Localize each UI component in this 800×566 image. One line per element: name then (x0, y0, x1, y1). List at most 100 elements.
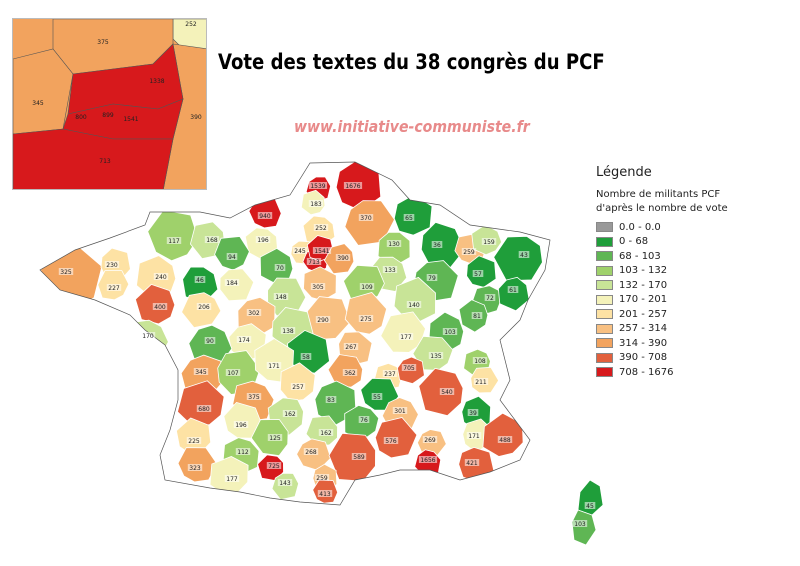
departement-label-bg (401, 364, 417, 371)
legend-label: 708 - 1676 (619, 366, 674, 378)
departement-label-bg (277, 479, 293, 486)
departement-label: 257 (292, 384, 304, 391)
legend-label: 0 - 68 (619, 236, 649, 248)
departement-label-bg (382, 266, 398, 273)
departement-label: 61 (509, 287, 517, 294)
departement-78 (482, 412, 524, 457)
departement-label-bg (224, 475, 240, 482)
departement-label: 302 (248, 310, 260, 317)
departement-label-bg (428, 352, 444, 359)
inset-region-west (13, 48, 74, 135)
departement-label: 108 (474, 358, 486, 365)
departement-label-bg (359, 283, 375, 290)
departement-label-bg (473, 378, 489, 385)
legend-swatch (596, 352, 613, 363)
legend-class-5: 170 - 201 (596, 293, 796, 308)
departement-label-bg (246, 309, 262, 316)
departement-label-bg (343, 182, 363, 189)
departement-label-bg (204, 236, 220, 243)
departement-label-bg (282, 410, 298, 417)
departement-label-bg (236, 336, 252, 343)
legend-label: 68 - 103 (619, 250, 661, 262)
departement-label-bg (267, 434, 283, 441)
departement-label-bg (342, 369, 358, 376)
departement-label-bg (471, 312, 483, 319)
map-title: Vote des textes du 38 congrès du PCF (218, 50, 605, 74)
departement-label-bg (196, 405, 212, 412)
departement-label: 72 (486, 295, 494, 302)
departement-label: 940 (259, 213, 271, 220)
departement-label: 138 (282, 328, 294, 335)
departement-label: 103 (444, 329, 456, 336)
departement-label-bg (442, 328, 458, 335)
departement-label-bg (225, 369, 241, 376)
france-outline (39, 161, 551, 506)
departement-label-bg (315, 316, 331, 323)
departement-label: 375 (248, 394, 260, 401)
departement-label: 325 (60, 269, 72, 276)
departement-label: 162 (284, 411, 296, 418)
departement-label: 184 (226, 280, 238, 287)
departement-label-bg (325, 396, 337, 403)
departement-label: 713 (308, 259, 320, 266)
departement-label-bg (308, 200, 324, 207)
departement-label: 540 (441, 389, 453, 396)
departement-label: 103 (574, 521, 586, 528)
departement-label: 90 (206, 338, 214, 345)
legend-class-2: 68 - 103 (596, 249, 796, 264)
departement-label-bg (204, 337, 216, 344)
departement-label-bg (58, 268, 74, 275)
departement-label: 725 (268, 463, 280, 470)
legend-swatch (596, 338, 613, 349)
departement-label: 81 (473, 313, 481, 320)
departement-label: 1541 (314, 248, 329, 255)
departement-label-bg (106, 284, 122, 291)
departement-label-bg (371, 393, 383, 400)
source-url[interactable]: www.initiative-communiste.fr (294, 117, 530, 136)
departement-label: 65 (405, 215, 413, 222)
departement-label-bg (266, 362, 282, 369)
inset-label: 1338 (149, 78, 164, 85)
departement-label: 135 (430, 353, 442, 360)
departement-label-bg (439, 388, 455, 395)
departement-label-bg (226, 253, 238, 260)
departement-label-bg (382, 370, 398, 377)
departement-label-bg (196, 303, 212, 310)
departement-label-bg (484, 294, 496, 301)
legend-title: Légende (596, 165, 652, 180)
departement-label: 117 (168, 238, 180, 245)
departement-label-bg (467, 409, 479, 416)
departement-label-bg (461, 248, 477, 255)
departement-label-bg (186, 437, 202, 444)
departement-label-bg (224, 279, 240, 286)
departement-label-bg (472, 270, 484, 277)
departement-label: 267 (345, 344, 357, 351)
legend-swatch (596, 323, 613, 334)
departement-label: 680 (198, 406, 210, 413)
departement-label: 206 (198, 304, 210, 311)
departement-corse-1 (571, 509, 597, 546)
legend-class-6: 201 - 257 (596, 307, 796, 322)
legend-swatch (596, 251, 613, 262)
departement-label-bg (406, 301, 422, 308)
departement-label: 275 (360, 316, 372, 323)
departement-label: 323 (189, 465, 201, 472)
departement-42 (122, 319, 169, 361)
departement-label: 130 (388, 241, 400, 248)
departement-label: 245 (294, 248, 306, 255)
departement-label-bg (426, 274, 438, 281)
departement-label: 174 (238, 337, 250, 344)
departement-19 (40, 247, 103, 313)
departement-label-bg (403, 214, 415, 221)
departement-label-bg (140, 332, 156, 339)
departement-label-bg (233, 421, 249, 428)
departement-label: 168 (206, 237, 218, 244)
departement-label-bg (318, 429, 334, 436)
departement-37 (181, 292, 222, 329)
departement-label-bg (308, 182, 328, 189)
departement-label-bg (310, 283, 326, 290)
departement-label-bg (335, 254, 351, 261)
inset-label: 345 (32, 100, 44, 107)
departement-label-bg (274, 264, 286, 271)
